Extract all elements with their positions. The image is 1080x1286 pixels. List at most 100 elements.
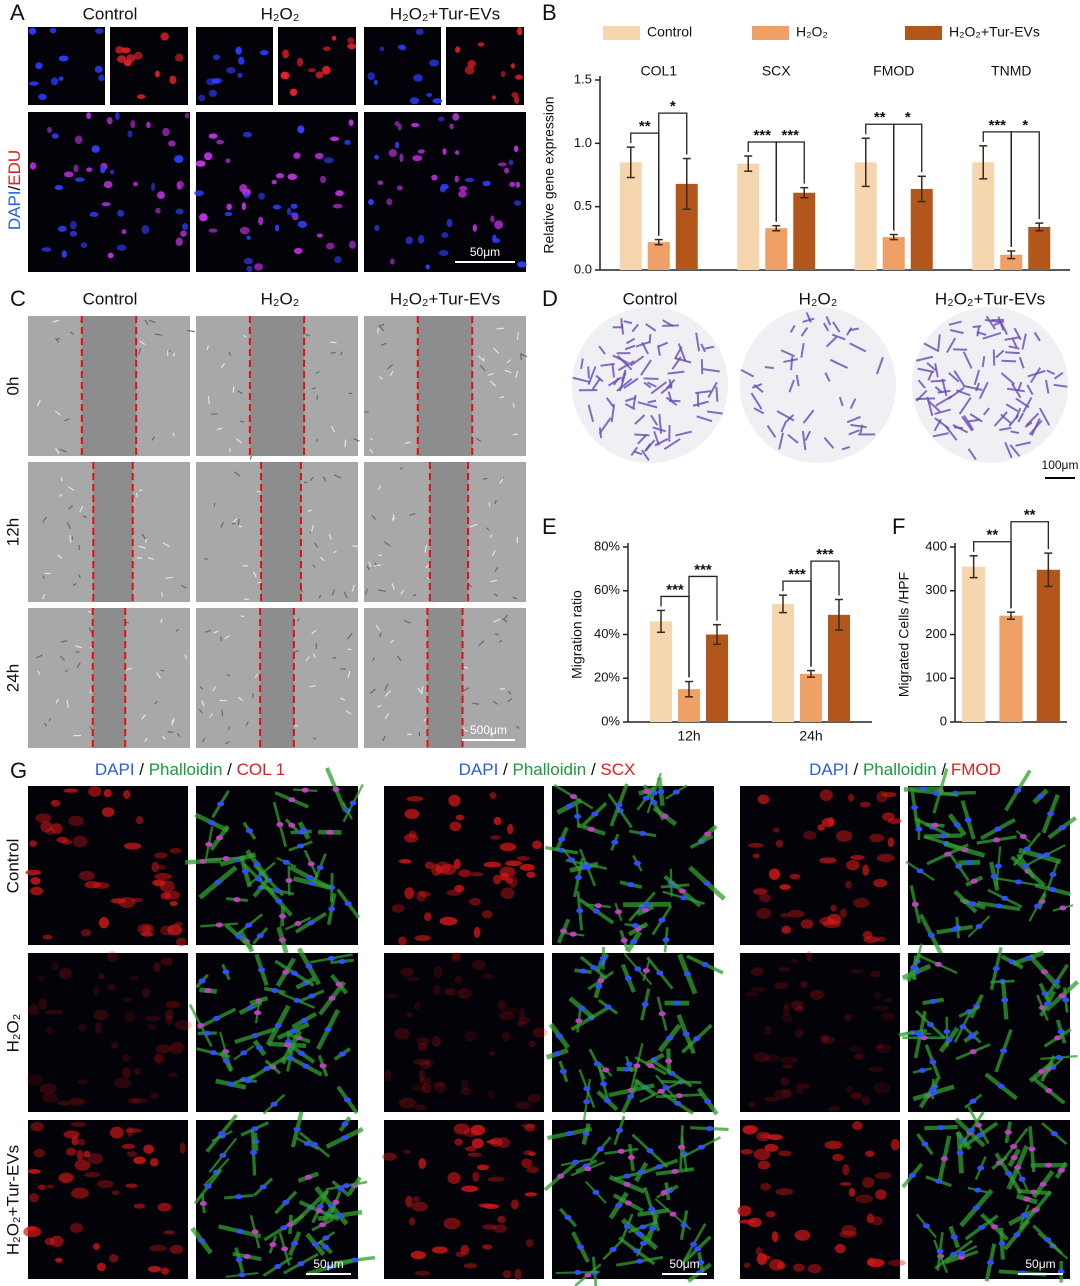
nucleus (368, 198, 375, 206)
stained-cell (850, 423, 867, 429)
stain-header: DAPI / Phalloidin / FMOD (809, 760, 1001, 779)
nucleus (491, 95, 497, 100)
nucleus (574, 813, 582, 819)
cell-texture (64, 669, 69, 673)
cell-texture (184, 654, 187, 660)
cell-stain (764, 1054, 781, 1062)
cell-texture (387, 363, 394, 370)
nucleus (273, 888, 281, 894)
cell-texture (82, 515, 88, 519)
stained-cell (1015, 441, 1032, 447)
cell-texture (491, 550, 496, 557)
cell-stain (69, 1098, 88, 1105)
cell-stain (515, 1101, 531, 1110)
cell-stain (779, 1077, 790, 1086)
nucleus (251, 1126, 259, 1132)
cell-texture (494, 500, 497, 505)
cell-texture (478, 640, 485, 646)
nucleus (199, 1200, 207, 1206)
cell-stain (418, 1069, 425, 1081)
cell-texture (206, 345, 209, 351)
cell-texture (186, 329, 195, 333)
nucleus (98, 74, 105, 82)
nucleus (297, 1261, 305, 1267)
nucleus (579, 968, 587, 974)
cell-stain (834, 1243, 846, 1254)
nucleus (429, 59, 439, 67)
cell-texture (141, 714, 146, 720)
cell-stain (391, 904, 405, 913)
stained-cell (963, 384, 983, 392)
nucleus (604, 1004, 612, 1010)
cell-stain (432, 1081, 445, 1088)
stained-cell (788, 379, 795, 393)
stained-cell (633, 450, 643, 456)
nucleus (322, 65, 331, 75)
cell-stain (96, 1179, 114, 1189)
cell-texture (154, 333, 163, 336)
nucleus (412, 155, 423, 162)
nucleus (510, 63, 515, 69)
nucleus (570, 794, 578, 800)
cell-stain (850, 855, 865, 860)
nucleus (1023, 846, 1031, 852)
nucleus (241, 202, 246, 211)
nucleus (136, 94, 146, 100)
nucleus (205, 841, 213, 847)
column-label: H₂O₂+Tur-EVs (390, 289, 500, 308)
significance-bracket (810, 560, 840, 667)
nucleus (74, 177, 85, 182)
stained-cell (572, 376, 591, 384)
nucleus (215, 922, 223, 928)
micrograph (26, 950, 192, 1112)
stained-cell (778, 432, 784, 450)
nucleus (236, 1228, 244, 1234)
cell-stain (179, 1142, 186, 1154)
cell-stain (133, 1067, 141, 1076)
cell-texture (254, 673, 259, 678)
cell-stain (111, 1190, 120, 1196)
nucleus (514, 96, 520, 104)
nucleus (35, 62, 43, 70)
cell-stain (425, 1059, 434, 1068)
cell-stain (780, 1056, 798, 1064)
nucleus (326, 1264, 334, 1270)
cell-texture (57, 554, 62, 559)
cell-stain (454, 975, 462, 984)
cell-texture (516, 725, 520, 729)
y-tick-label: 40% (594, 626, 620, 641)
scratch-gap (92, 608, 126, 748)
cell-texture (305, 656, 310, 661)
nucleus (987, 1259, 995, 1265)
cell-texture (347, 670, 351, 678)
cell-stain (447, 1172, 461, 1185)
stained-cell (997, 316, 1005, 331)
nucleus (623, 1224, 631, 1230)
nucleus (241, 868, 249, 874)
stained-cell (598, 417, 612, 435)
nucleus (705, 1126, 713, 1132)
significance-bracket (1010, 131, 1040, 247)
nucleus (121, 47, 131, 54)
nucleus (1057, 1167, 1065, 1173)
nucleus (259, 50, 269, 56)
nucleus (271, 987, 279, 993)
nucleus (648, 1206, 656, 1212)
cell-stain (507, 823, 514, 835)
nucleus (272, 204, 282, 210)
bar (772, 603, 794, 722)
nucleus (921, 1141, 929, 1147)
cell-stain (443, 1217, 461, 1230)
cell-texture (399, 467, 403, 470)
nucleus (693, 1036, 701, 1042)
significance-label: * (1022, 117, 1028, 134)
nucleus (583, 1099, 591, 1105)
nucleus (182, 222, 189, 231)
nucleus (615, 802, 623, 808)
cell-stain (431, 1035, 441, 1048)
cell-texture (42, 575, 46, 580)
micrograph (543, 1115, 729, 1286)
cell-stain (59, 967, 72, 980)
nucleus (133, 51, 143, 60)
nucleus (397, 44, 405, 50)
